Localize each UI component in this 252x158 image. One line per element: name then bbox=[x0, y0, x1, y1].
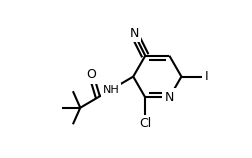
Text: I: I bbox=[205, 70, 208, 83]
Text: NH: NH bbox=[103, 85, 119, 95]
Text: N: N bbox=[129, 27, 139, 40]
Text: N: N bbox=[165, 91, 174, 104]
Text: O: O bbox=[86, 68, 96, 82]
Text: Cl: Cl bbox=[139, 117, 151, 131]
